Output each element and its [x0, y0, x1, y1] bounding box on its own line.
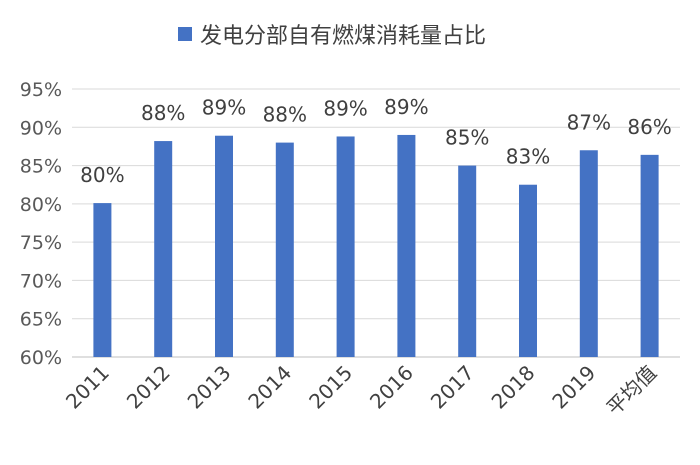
- y-tick-label: 75%: [20, 232, 62, 254]
- bar-2014: [275, 142, 294, 357]
- x-tick-label: 2018: [487, 361, 540, 414]
- bar-2016: [397, 134, 416, 357]
- x-tick-label: 2017: [426, 361, 479, 414]
- data-label-2014: 88%: [263, 103, 307, 127]
- bar-2015: [336, 136, 355, 357]
- legend-swatch: [178, 27, 192, 41]
- chart-legend: 发电分部自有燃煤消耗量占比: [178, 18, 486, 50]
- x-tick-label: 2015: [304, 361, 357, 414]
- bar-2013: [215, 135, 233, 357]
- bar-2011: [93, 203, 112, 357]
- x-tick-label: 2011: [61, 361, 114, 414]
- legend-label: 发电分部自有燃煤消耗量占比: [200, 24, 487, 49]
- y-tick-label: 85%: [20, 156, 62, 178]
- x-tick-label: 2016: [365, 361, 418, 414]
- y-tick-label: 90%: [20, 117, 62, 139]
- x-tick-label: 平均值: [602, 361, 661, 420]
- y-tick-label: 70%: [20, 270, 62, 292]
- y-tick-label: 80%: [20, 194, 62, 216]
- bar-2018: [519, 184, 537, 357]
- y-tick-label: 95%: [20, 79, 62, 101]
- data-label-平均值: 86%: [627, 115, 671, 139]
- bar-平均值: [640, 154, 659, 357]
- x-tick-label: 2012: [122, 361, 175, 414]
- bar-2012: [154, 141, 173, 357]
- data-label-2011: 80%: [80, 163, 124, 187]
- x-tick-label: 2019: [547, 361, 600, 414]
- x-tick-label: 2013: [183, 361, 236, 414]
- data-label-2017: 85%: [445, 126, 489, 150]
- bar-2019: [579, 150, 598, 357]
- data-label-2016: 89%: [384, 95, 428, 119]
- bar-2017: [458, 165, 477, 357]
- data-label-2013: 89%: [202, 96, 246, 120]
- data-label-2018: 83%: [506, 145, 550, 169]
- data-label-2012: 88%: [141, 101, 185, 125]
- data-label-2019: 87%: [567, 110, 611, 134]
- x-tick-label: 2014: [243, 361, 296, 414]
- y-tick-label: 65%: [20, 309, 62, 331]
- y-tick-label: 60%: [20, 347, 62, 369]
- data-label-2015: 89%: [323, 96, 367, 120]
